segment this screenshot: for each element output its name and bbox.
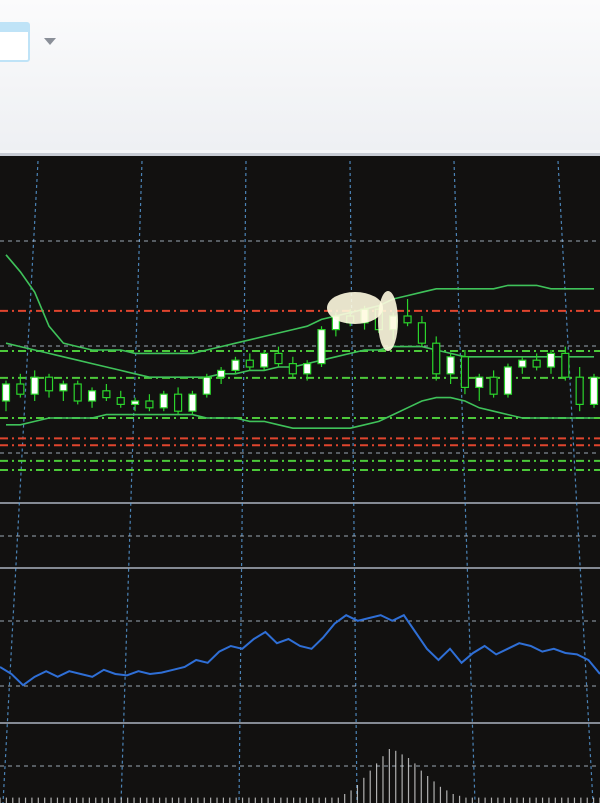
candle-body	[518, 359, 527, 368]
trading-chart-screen	[0, 153, 600, 803]
candle-body	[159, 393, 168, 409]
candle-body	[44, 376, 54, 392]
candle-body	[589, 376, 599, 405]
candle-body	[87, 390, 97, 402]
candle-body	[575, 376, 584, 405]
candle-body	[475, 376, 484, 388]
candle-body	[489, 376, 498, 395]
candle-body	[202, 376, 211, 395]
screen-glare	[378, 291, 398, 351]
candle-body	[532, 359, 541, 368]
candle-body	[274, 352, 283, 365]
bollinger-band-middle	[5, 342, 594, 378]
candle-body	[245, 359, 254, 368]
grid-line-vertical	[557, 160, 594, 803]
candle-body	[561, 352, 570, 378]
grid-line-vertical	[238, 160, 247, 803]
candle-body	[116, 397, 125, 406]
candle-body	[260, 352, 269, 368]
candle-body	[30, 376, 39, 395]
candle-body	[303, 363, 312, 375]
chart-canvas[interactable]	[0, 156, 600, 803]
toolbar	[0, 0, 600, 150]
grid-line-vertical	[120, 160, 143, 803]
candle-body	[503, 366, 513, 395]
candle-body	[217, 369, 226, 378]
bollinger-band-lower	[6, 396, 594, 430]
candle-body	[288, 363, 297, 375]
chevron-down-icon[interactable]	[44, 38, 56, 45]
candle-body	[59, 383, 68, 392]
grid-line-vertical	[453, 160, 476, 803]
candle-body	[188, 393, 197, 412]
candle-body	[446, 356, 455, 375]
candle-body	[546, 352, 556, 368]
candle-body	[432, 342, 441, 375]
indicator-line	[0, 613, 600, 687]
candle-body	[73, 383, 82, 402]
grid-line-vertical	[349, 160, 358, 803]
candle-body	[460, 356, 470, 389]
grid-line-vertical	[2, 160, 39, 803]
candle-body	[317, 329, 326, 365]
screen-glare	[327, 292, 383, 324]
candle-body	[417, 322, 427, 344]
candle-body	[145, 400, 154, 409]
candle-body	[102, 390, 111, 399]
candle-body	[130, 400, 140, 406]
candle-body	[231, 359, 240, 371]
candle-body	[403, 315, 412, 324]
candle-body	[16, 383, 25, 395]
chart-window-icon[interactable]	[0, 22, 30, 62]
candle-body	[1, 383, 11, 402]
bollinger-band-upper	[5, 254, 594, 355]
candle-body	[173, 393, 183, 412]
